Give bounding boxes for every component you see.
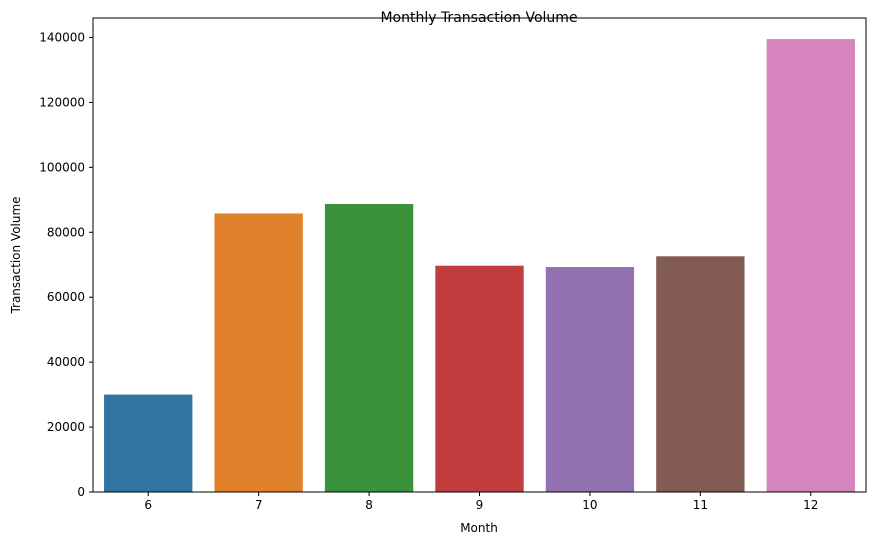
x-tick-label: 9 bbox=[476, 498, 484, 512]
bars-group bbox=[104, 39, 855, 493]
y-tick-label: 20000 bbox=[47, 420, 85, 434]
y-tick-label: 60000 bbox=[47, 290, 85, 304]
y-axis: 0 20000 40000 60000 80000 100000 120000 140000 bbox=[39, 30, 93, 499]
x-tick-label: 7 bbox=[255, 498, 263, 512]
x-tick-label: 6 bbox=[144, 498, 152, 512]
x-tick-label: 8 bbox=[365, 498, 373, 512]
bar-9 bbox=[435, 265, 524, 492]
y-tick-label: 0 bbox=[77, 485, 85, 499]
bar-10 bbox=[545, 267, 635, 492]
x-tick-label: 10 bbox=[582, 498, 597, 512]
y-tick-label: 100000 bbox=[39, 160, 85, 174]
y-tick-label: 140000 bbox=[39, 30, 85, 44]
y-tick-label: 40000 bbox=[47, 355, 85, 369]
bar-7 bbox=[214, 213, 303, 492]
x-tick-label: 12 bbox=[803, 498, 818, 512]
x-axis-label: Month bbox=[460, 521, 498, 535]
y-axis-label: Transaction Volume bbox=[9, 196, 23, 314]
x-tick-label: 11 bbox=[693, 498, 708, 512]
y-tick-label: 120000 bbox=[39, 95, 85, 109]
bar-8 bbox=[324, 204, 414, 493]
y-tick-label: 80000 bbox=[47, 225, 85, 239]
x-axis: 6 7 8 9 10 11 12 bbox=[144, 492, 818, 512]
bar-6 bbox=[104, 394, 193, 492]
bar-11 bbox=[656, 256, 745, 492]
plot-frame bbox=[92, 17, 867, 493]
bar-12 bbox=[766, 39, 855, 492]
